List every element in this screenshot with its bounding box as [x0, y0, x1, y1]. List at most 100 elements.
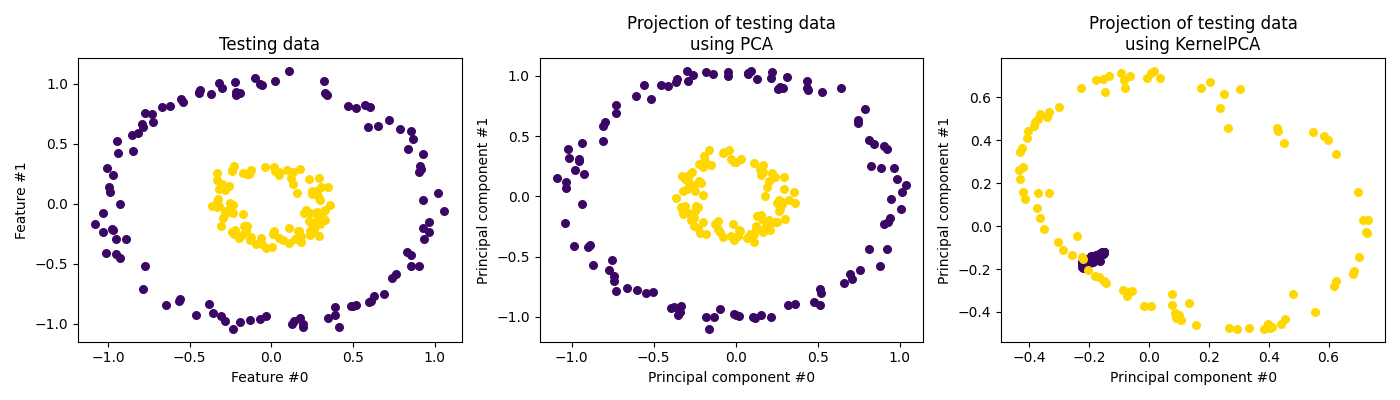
Point	[92, 210, 115, 217]
Point	[1144, 68, 1166, 74]
Point	[568, 156, 591, 162]
Point	[291, 324, 314, 330]
Point	[685, 202, 707, 209]
Point	[869, 263, 892, 270]
Point	[689, 161, 711, 167]
Point	[213, 187, 235, 193]
Point	[308, 233, 330, 240]
Point	[771, 198, 794, 205]
Point	[308, 195, 330, 202]
Point	[563, 242, 585, 249]
Point	[276, 166, 298, 173]
Point	[676, 185, 699, 192]
Point	[760, 170, 783, 176]
Point	[721, 221, 743, 228]
Point	[783, 189, 805, 195]
Point	[1015, 134, 1037, 141]
Point	[1086, 252, 1109, 258]
Point	[848, 267, 871, 274]
Point	[1077, 255, 1099, 262]
Point	[665, 79, 687, 85]
Point	[308, 197, 330, 204]
Point	[742, 159, 764, 166]
Point	[267, 172, 290, 178]
Point	[683, 215, 706, 221]
Point	[1088, 251, 1110, 258]
Point	[1092, 249, 1114, 256]
Point	[839, 270, 861, 277]
Point	[1077, 256, 1099, 263]
Point	[764, 174, 787, 180]
Point	[374, 291, 396, 297]
Point	[553, 220, 575, 226]
Point	[316, 184, 339, 190]
Point	[577, 244, 599, 250]
Point	[263, 164, 286, 170]
Point	[1072, 265, 1095, 271]
Point	[694, 231, 717, 237]
Point	[1081, 257, 1103, 263]
Point	[687, 178, 710, 184]
Point	[307, 208, 329, 215]
Point	[200, 203, 223, 209]
Point	[769, 83, 791, 90]
Point	[626, 93, 648, 99]
Point	[239, 166, 262, 173]
Point	[854, 106, 876, 113]
Point	[312, 208, 335, 215]
Point	[1281, 290, 1303, 297]
Point	[214, 208, 237, 215]
Point	[634, 290, 657, 296]
Point	[1084, 252, 1106, 259]
Point	[1085, 252, 1107, 259]
Point	[1085, 253, 1107, 260]
Point	[665, 194, 687, 201]
Point	[218, 182, 241, 189]
Point	[1079, 258, 1102, 265]
Point	[694, 69, 717, 75]
Point	[883, 164, 906, 171]
Point	[1086, 252, 1109, 259]
Point	[301, 187, 323, 194]
Point	[603, 272, 626, 279]
Point	[305, 188, 328, 194]
Point	[1084, 254, 1106, 260]
Point	[399, 252, 421, 258]
Point	[666, 76, 689, 82]
Point	[323, 304, 346, 310]
Point	[1120, 288, 1142, 294]
Point	[1081, 254, 1103, 261]
Point	[301, 191, 323, 197]
Point	[1324, 278, 1347, 284]
Point	[223, 210, 245, 216]
X-axis label: Principal component #0: Principal component #0	[648, 371, 815, 385]
Point	[1161, 291, 1183, 298]
Point	[1023, 123, 1046, 129]
Point	[662, 304, 685, 310]
Point	[1049, 104, 1071, 110]
Point	[400, 263, 423, 270]
Point	[876, 246, 899, 252]
Point	[1169, 316, 1191, 323]
Point	[749, 171, 771, 178]
Point	[280, 175, 302, 181]
Point	[784, 200, 806, 206]
Point	[1093, 88, 1116, 95]
Point	[841, 276, 864, 282]
Point	[255, 245, 277, 251]
Y-axis label: Principal component #1: Principal component #1	[476, 116, 490, 284]
Point	[105, 236, 127, 242]
Point	[727, 232, 749, 239]
Point	[680, 169, 703, 176]
Point	[766, 200, 788, 206]
Point	[251, 234, 273, 241]
Point	[1302, 129, 1324, 135]
Point	[1082, 256, 1105, 263]
Point	[1081, 256, 1103, 262]
Y-axis label: Principal component #1: Principal component #1	[938, 116, 952, 284]
Point	[288, 166, 311, 172]
Point	[729, 156, 752, 162]
Point	[232, 222, 255, 229]
Point	[235, 228, 258, 234]
Point	[722, 158, 745, 165]
